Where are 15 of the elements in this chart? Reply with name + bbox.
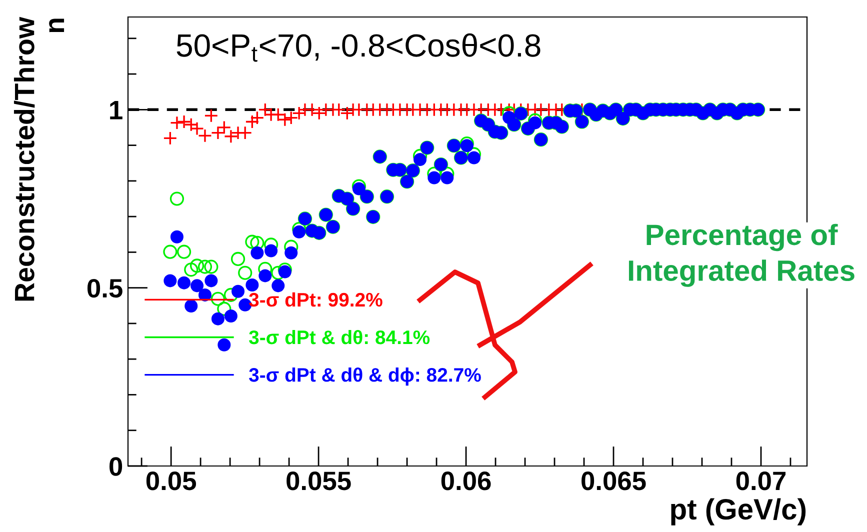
x-axis-title: pt (GeV/c): [671, 498, 806, 526]
annotation: Percentage of Integrated Rates: [628, 224, 854, 287]
y-tick-label: 0.5: [88, 278, 122, 298]
y-tick-label: 1: [110, 101, 122, 120]
x-tick-label: 0.055: [286, 472, 351, 490]
y-axis-title: Reconstructed/Throw n: [14, 16, 64, 301]
x-tick-label: 0.05: [146, 472, 196, 490]
legend-label: 3-σ dPt & dθ: 84.1%: [249, 330, 430, 344]
y-tick-label: 0: [110, 457, 122, 476]
x-tick-label: 0.06: [441, 472, 491, 490]
x-tick-label: 0.065: [582, 472, 646, 490]
chart-title: 50<P$_{t}$<70, -0.8<Cosθ<0.8: [176, 33, 540, 62]
x-tick-label: 0.07: [736, 472, 786, 490]
legend-label: 3-σ dPt: 99.2%: [249, 292, 382, 307]
legend-label: 3-σ dPt & dθ & dϕ: 82.7%: [249, 368, 481, 386]
